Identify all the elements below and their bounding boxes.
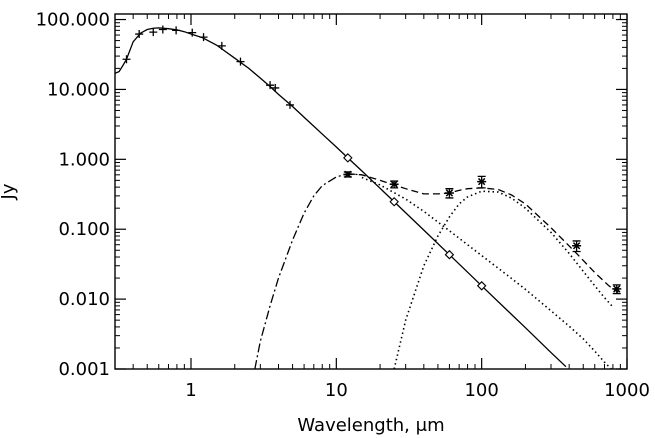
y-tick-label: 1.000 [58,149,110,170]
x-tick-label: 100 [464,380,498,401]
diamond-marker [389,196,399,207]
plus-marker [149,28,158,37]
series-line-1-solid [115,27,567,368]
plot-frame [114,13,628,370]
plus-marker [135,30,144,39]
plus-marker [172,26,181,35]
x-tick-label: 1000 [604,380,650,401]
y-axis-title: Jy [0,183,19,200]
y-tick-label: 100.000 [36,10,110,31]
plus-marker [158,25,167,34]
y-tick-label: 10.000 [47,79,110,100]
y-tick-label: 0.100 [58,219,110,240]
asterisk-marker [572,242,582,250]
series-line-4-dotted [393,190,614,369]
diamond-marker [343,153,353,163]
plus-marker [236,57,245,66]
diamond-marker [444,249,455,260]
plot-area [115,25,622,369]
plus-marker [122,55,131,64]
diamond-marker [476,281,487,291]
x-axis: 1 10 100 1000 [114,14,650,401]
series-line-2-dash-dot [254,173,362,369]
series-line-5-dashed [347,173,619,293]
x-tick-label: 10 [325,380,348,401]
x-axis-title: Wavelength, μm [297,415,444,436]
plus-marker [188,28,197,37]
y-axis: 0.001 0.010 0.100 1.000 10.000 100.000 [36,10,627,380]
asterisk-marker [389,180,399,188]
asterisk-marker [477,177,487,186]
asterisk-marker [612,285,622,293]
asterisk-marker [343,170,353,179]
plus-marker [199,33,208,42]
plus-marker [286,100,295,109]
plus-marker [217,41,226,50]
asterisk-marker [444,189,454,197]
series-line-3-dotted [361,176,613,369]
plus-marker [271,83,280,92]
y-tick-label: 0.001 [58,359,110,380]
x-tick-label: 1 [185,380,196,401]
plus-marker [266,81,275,90]
y-tick-label: 0.010 [58,289,110,310]
